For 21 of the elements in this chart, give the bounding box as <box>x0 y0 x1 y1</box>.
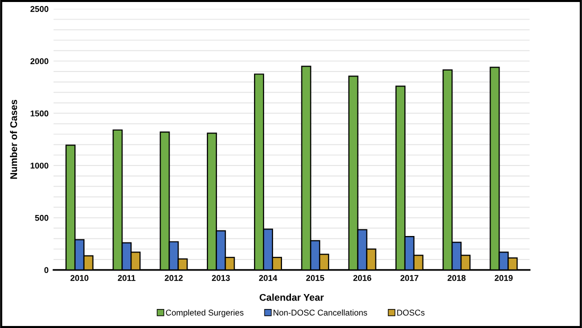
y-tick-label: 1000 <box>30 162 48 169</box>
legend-label: DOSCs <box>397 310 425 316</box>
legend-label: Completed Surgeries <box>166 309 244 318</box>
x-tick-label: 2013 <box>212 275 230 281</box>
y-tick-label: 2500 <box>30 6 48 12</box>
x-axis-title: Calendar Year <box>260 294 324 301</box>
legend-label: Non-DOSC Cancellations <box>274 309 368 316</box>
x-tick-label: 2017 <box>400 275 418 281</box>
x-tick-label: 2016 <box>353 275 372 281</box>
x-tick-label: 2012 <box>164 275 183 281</box>
y-tick-label: 0 <box>44 267 48 274</box>
y-axis-title: Number of Cases <box>10 100 18 179</box>
y-tick-label: 2000 <box>30 58 48 64</box>
x-tick-label: 2018 <box>448 275 466 281</box>
x-tick-label: 2011 <box>118 275 136 281</box>
y-tick-label: 500 <box>35 214 48 221</box>
y-tick-label: 1500 <box>30 110 48 116</box>
x-tick-label: 2015 <box>306 275 324 281</box>
x-tick-label: 2019 <box>494 275 513 281</box>
x-tick-label: 2010 <box>70 275 88 281</box>
x-tick-label: 2014 <box>259 275 278 281</box>
